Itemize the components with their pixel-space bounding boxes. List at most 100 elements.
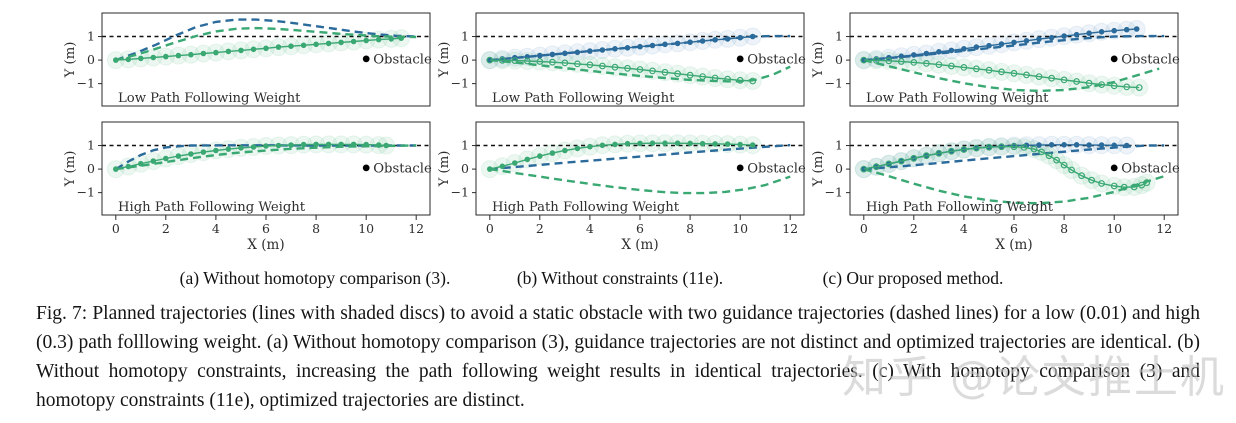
trajectory-marker (263, 143, 269, 149)
trajectory-marker (175, 52, 182, 59)
trajectory-marker (724, 75, 732, 83)
trajectory-marker (275, 142, 282, 149)
trajectory-marker (325, 141, 332, 148)
trajectory-marker (861, 57, 867, 63)
trajectory-marker (498, 56, 506, 64)
trajectory-marker (947, 62, 955, 70)
obstacle-dot (736, 164, 744, 172)
trajectory-marker (1110, 182, 1118, 190)
trajectory-marker (125, 56, 132, 63)
trajectory-marker (562, 147, 568, 154)
axes-box (101, 12, 431, 107)
trajectory-marker (338, 141, 344, 148)
trajectory-marker (948, 47, 955, 54)
obstacle-dot (362, 55, 370, 63)
trajectory-marker (1123, 142, 1130, 149)
x-tick-label: 0 (112, 221, 120, 236)
trajectory-marker (1023, 38, 1030, 44)
axes-box (475, 12, 805, 107)
y-tick-label: 0 (87, 52, 95, 67)
trajectory-marker (674, 140, 681, 146)
guidance-trajectory-green (115, 26, 417, 62)
guidance-trajectory-blue (863, 34, 1165, 62)
trajectory-marker (350, 38, 357, 45)
y-axis-label: Y (m) (811, 42, 826, 79)
x-tick-label: 8 (312, 221, 320, 236)
y-tick-label: 1 (461, 138, 469, 153)
obstacle-dot (362, 164, 370, 172)
trajectory-marker (150, 54, 157, 61)
trajectory-marker (1036, 36, 1042, 42)
trajectory-marker (960, 146, 968, 153)
trajectory-marker (922, 60, 930, 67)
trajectory-marker (1133, 26, 1140, 32)
trajectory-marker (947, 147, 955, 155)
obstacle-label: Obstacle (747, 52, 806, 67)
trajectory-marker (1010, 143, 1018, 151)
trajectory-marker (699, 38, 706, 44)
trajectory-marker (225, 48, 232, 55)
subcaption-a: (a) Without homotopy comparison (3). (179, 268, 451, 288)
plot-b-low-weight: Obstacle Low Path Following Weight 1 0 −1 Y (… (436, 8, 811, 117)
x-tick-label: 8 (686, 221, 694, 236)
trajectory-marker (188, 51, 194, 58)
y-tick-label: −1 (451, 185, 469, 200)
trajectory-marker (749, 142, 756, 148)
trajectory-marker (686, 71, 694, 79)
y-tick-label: 1 (461, 29, 469, 44)
trajectory-marker (1073, 78, 1081, 85)
trajectory-marker (1073, 142, 1080, 148)
trajectory-marker (885, 160, 893, 168)
trajectory-marker (383, 142, 390, 149)
trajectory-marker (712, 141, 718, 147)
trajectory-marker (911, 52, 917, 58)
trajectory-marker (1111, 142, 1117, 149)
trajectory-marker (363, 141, 370, 148)
panel-label: Low Path Following Weight (118, 91, 301, 106)
trajectory-marker (1035, 73, 1043, 80)
trajectory-marker (624, 64, 631, 72)
trajectory-marker (1143, 179, 1151, 187)
x-tick-label: 4 (212, 221, 220, 236)
trajectory-marker (612, 141, 618, 148)
trajectory-marker (972, 65, 980, 73)
x-tick-label: 6 (1010, 221, 1018, 236)
trajectory-marker (624, 140, 631, 147)
y-axis-label: Y (m) (63, 42, 78, 79)
trajectory-marker (238, 47, 244, 54)
x-axis-label: X (m) (247, 237, 284, 253)
trajectory-marker (662, 41, 668, 48)
trajectory-plot: Obstacle Low Path Following Weight 1 0 −1Y (… (811, 12, 1180, 107)
trajectory-marker (250, 46, 257, 53)
trajectory-marker (897, 58, 905, 65)
x-axis-label: X (m) (995, 237, 1032, 253)
trajectory-marker (363, 37, 370, 44)
figure-caption: Fig. 7: Planned trajectories (lines with… (36, 303, 1200, 411)
x-tick-label: 8 (1060, 221, 1068, 236)
trajectory-marker (923, 50, 930, 57)
trajectory-marker (737, 141, 743, 148)
trajectory-marker (649, 67, 656, 75)
optimized-trajectory-green (115, 37, 402, 61)
trajectory-marker (637, 140, 643, 147)
trajectory-marker (1038, 148, 1045, 156)
trajectory-marker (612, 46, 618, 52)
trajectory-marker (860, 56, 868, 64)
trajectory-marker (574, 49, 581, 56)
trajectory-marker (1061, 142, 1067, 148)
trajectory-marker (1123, 83, 1131, 91)
y-tick-label: 1 (835, 138, 843, 153)
trajectory-marker (885, 57, 893, 65)
trajectory-marker (998, 41, 1005, 47)
trajectory-marker (573, 60, 581, 68)
trajectory-marker (1135, 84, 1143, 91)
trajectory-marker (1098, 180, 1106, 187)
trajectory-marker (175, 153, 182, 159)
plot-c-low-weight: Obstacle Low Path Following Weight 1 0 −1 Y (… (810, 8, 1185, 117)
trajectory-marker (910, 59, 918, 66)
trajectory-marker (537, 153, 543, 159)
trajectory-marker (961, 46, 967, 52)
